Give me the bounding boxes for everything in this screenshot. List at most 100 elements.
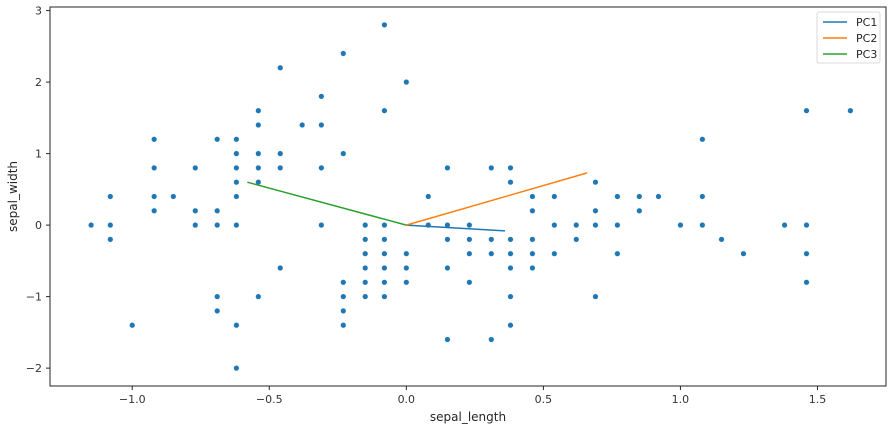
scatter-point [277,164,284,171]
legend-label-pc2: PC2 [856,32,877,45]
scatter-point [781,222,788,229]
scatter-point [614,222,621,229]
scatter-point [318,93,325,100]
y-tick-label: 2 [35,76,42,89]
scatter-point [403,265,410,272]
y-tick-label: −2 [26,362,42,375]
scatter-point [718,236,725,243]
scatter-point [699,136,706,143]
scatter-point [507,236,514,243]
scatter-point [425,193,432,200]
plot-frame [49,6,887,387]
scatter-point [107,236,114,243]
scatter-point [233,179,240,186]
scatter-point [107,222,114,229]
x-tick-label: −1.0 [119,393,146,406]
scatter-point [803,279,810,286]
scatter-point [403,79,410,86]
scatter-point [233,322,240,329]
scatter-point [88,222,95,229]
scatter-point [340,150,347,157]
legend-label-pc1: PC1 [856,16,877,29]
scatter-point [255,164,262,171]
scatter-point [362,250,369,257]
scatter-point [318,164,325,171]
scatter-point [318,222,325,229]
scatter-point [444,265,451,272]
scatter-point [340,322,347,329]
x-axis-label: sepal_length [430,410,506,424]
scatter-point [403,279,410,286]
scatter-point [340,279,347,286]
scatter-point [655,193,662,200]
legend: PC1 PC2 PC3 [816,11,881,64]
scatter-point [677,222,684,229]
scatter-point [381,222,388,229]
scatter-point [214,222,221,229]
scatter-point [803,107,810,114]
scatter-point [362,265,369,272]
scatter-point [233,150,240,157]
scatter-point [847,107,854,114]
scatter-point [151,193,158,200]
scatter-point [107,193,114,200]
scatter-point [403,250,410,257]
scatter-point [444,236,451,243]
scatter-point [381,21,388,28]
scatter-point [636,193,643,200]
scatter-point [803,222,810,229]
y-tick-label: 0 [35,219,42,232]
scatter-point [233,222,240,229]
scatter-point [636,207,643,214]
scatter-point [192,222,199,229]
scatter-point [299,121,306,128]
scatter-point [170,193,177,200]
scatter-point [444,164,451,171]
scatter-point [233,193,240,200]
scatter-point [233,365,240,372]
scatter-point [340,307,347,314]
scatter-point [255,150,262,157]
scatter-point [573,236,580,243]
scatter-point [340,293,347,300]
scatter-point [466,279,473,286]
scatter-point [529,193,536,200]
scatter-point [277,265,284,272]
scatter-points [88,21,854,372]
scatter-point [381,250,388,257]
y-tick-label: 3 [35,5,42,18]
scatter-point [507,322,514,329]
line-pc2 [406,172,588,226]
line-pc3 [247,181,407,226]
y-axis: −2 −1 0 1 2 3 [26,5,50,375]
scatter-point [466,222,473,229]
scatter-point [381,107,388,114]
scatter-point [233,136,240,143]
scatter-point [592,207,599,214]
scatter-point [614,250,621,257]
scatter-point [381,265,388,272]
scatter-point [214,293,221,300]
scatter-point [529,207,536,214]
scatter-point [318,121,325,128]
scatter-point [592,222,599,229]
scatter-point [151,164,158,171]
scatter-point [255,121,262,128]
scatter-point [529,236,536,243]
line-pc1 [406,224,506,232]
scatter-point [488,236,495,243]
scatter-point [551,193,558,200]
x-tick-label: 1.5 [809,393,827,406]
scatter-point [214,307,221,314]
y-axis-label: sepal_width [6,161,20,232]
scatter-point [444,336,451,343]
scatter-point [529,265,536,272]
x-tick-label: 0.0 [398,393,416,406]
scatter-point [277,150,284,157]
scatter-point [614,193,621,200]
y-tick-label: −1 [26,291,42,304]
scatter-point [507,164,514,171]
scatter-point [488,250,495,257]
scatter-point [507,250,514,257]
scatter-point [592,293,599,300]
